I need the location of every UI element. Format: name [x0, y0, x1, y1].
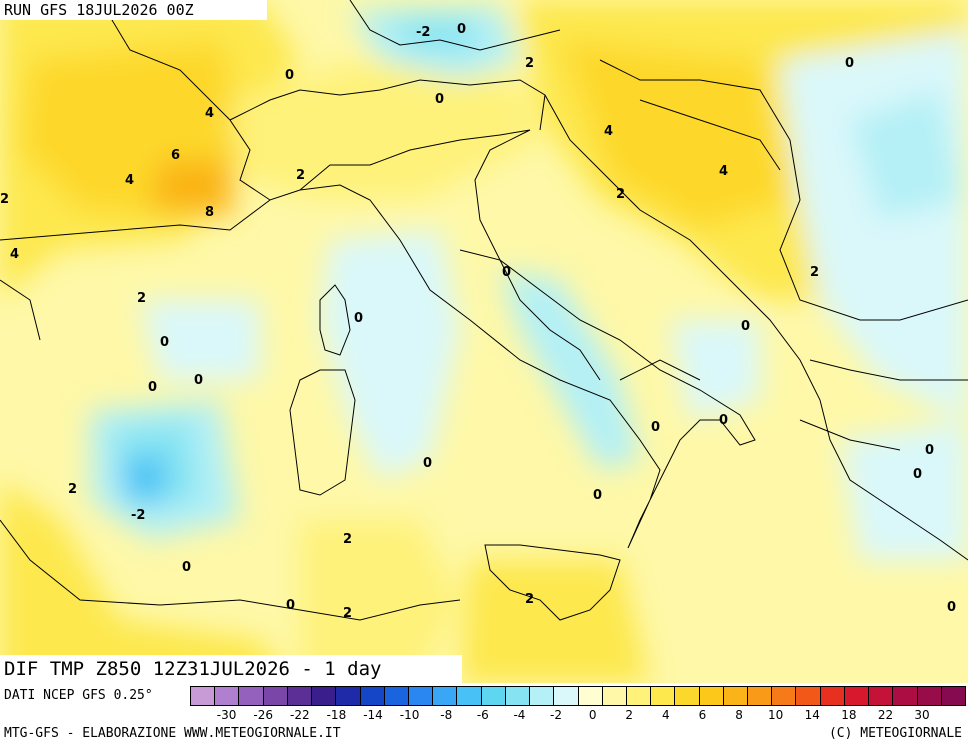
legend-swatch — [941, 687, 965, 705]
legend-swatch — [578, 687, 603, 705]
legend-tick-label: 22 — [877, 708, 894, 722]
legend-tick-label: 2 — [625, 708, 634, 722]
contour-label: 0 — [182, 560, 191, 575]
contour-label: 0 — [285, 68, 294, 83]
contour-label: 2 — [0, 192, 9, 207]
contour-label: 8 — [205, 205, 214, 220]
legend-swatch — [191, 687, 216, 705]
contour-label: 4 — [10, 247, 19, 262]
contour-label: 0 — [194, 373, 203, 388]
legend-swatch — [360, 687, 385, 705]
legend-tick-label: -4 — [513, 708, 526, 722]
contour-label: 0 — [651, 420, 660, 435]
temperature-anomaly-map: -2 0 2 0 0 4 6 4 8 2 2 4 0 4 2 4 2 2 0 0… — [0, 0, 968, 683]
legend-ticks: -30 -26 -22 -18 -14 -10 -8 -6 -4 -2 0 2 4 6 8 10 14 18 22 3… — [190, 708, 966, 724]
run-label: RUN GFS 18JUL2026 00Z — [0, 0, 267, 20]
contour-label: 2 — [525, 56, 534, 71]
legend-swatch — [869, 687, 894, 705]
legend-tick-label: -26 — [253, 708, 274, 722]
contour-label: 0 — [160, 335, 169, 350]
legend-swatch — [844, 687, 870, 705]
legend-swatch — [530, 687, 555, 705]
contour-label: 4 — [125, 173, 134, 188]
legend-tick-label: 8 — [735, 708, 743, 722]
legend-tick-label: -10 — [399, 708, 420, 722]
legend-swatch — [796, 687, 821, 705]
contour-label: 2 — [525, 592, 534, 607]
legend-swatch — [893, 687, 918, 705]
legend-swatch — [699, 687, 724, 705]
legend-swatch — [239, 687, 264, 705]
legend-tick-label: -30 — [216, 708, 237, 722]
legend-swatch — [312, 687, 337, 705]
contour-label: 0 — [286, 598, 295, 613]
legend-swatch — [287, 687, 313, 705]
contour-label: -2 — [416, 25, 430, 40]
legend-swatch — [215, 687, 240, 705]
contour-label: 0 — [354, 311, 363, 326]
legend-tick-label: -6 — [476, 708, 489, 722]
legend-swatch — [433, 687, 458, 705]
legend-swatch — [554, 687, 579, 705]
legend-tick-label: 6 — [698, 708, 707, 722]
legend-swatch — [505, 687, 531, 705]
contour-label: 2 — [616, 187, 625, 202]
contour-label: 0 — [947, 600, 956, 615]
contour-label: 4 — [205, 106, 214, 121]
contour-label: 4 — [719, 164, 728, 179]
legend-tick-label: -2 — [550, 708, 563, 722]
contour-label: 2 — [810, 265, 819, 280]
legend-swatch — [917, 687, 942, 705]
contour-label: 0 — [435, 92, 444, 107]
legend-tick-label: -18 — [326, 708, 347, 722]
contour-label: 0 — [593, 488, 602, 503]
legend-tick-label: 10 — [768, 708, 784, 722]
legend-tick-label: 18 — [841, 708, 857, 722]
legend-swatch — [602, 687, 627, 705]
credit-right: (C) METEOGIORNALE — [828, 726, 962, 741]
contour-label: 2 — [68, 482, 77, 497]
color-legend — [190, 686, 966, 706]
contour-label: 0 — [423, 456, 432, 471]
contour-label: -2 — [131, 508, 145, 523]
legend-swatch — [336, 687, 361, 705]
legend-swatch — [408, 687, 434, 705]
legend-swatch — [772, 687, 797, 705]
legend-swatch — [820, 687, 845, 705]
legend-tick-label: 14 — [804, 708, 820, 722]
contour-label: 0 — [741, 319, 750, 334]
contour-label: 0 — [913, 467, 922, 482]
contour-label: 0 — [457, 22, 466, 37]
legend-swatch — [384, 687, 409, 705]
legend-swatch — [457, 687, 482, 705]
legend-swatch — [651, 687, 676, 705]
legend-swatch — [675, 687, 700, 705]
contour-label: 0 — [148, 380, 157, 395]
contour-label: 2 — [343, 606, 352, 621]
credit-left: MTG-GFS - ELABORAZIONE WWW.METEOGIORNALE… — [4, 726, 341, 741]
contour-label: 6 — [171, 148, 180, 163]
legend-swatch — [481, 687, 506, 705]
contour-label: 0 — [719, 413, 728, 428]
contour-label: 0 — [925, 443, 934, 458]
legend-swatch — [748, 687, 773, 705]
legend-tick-label: -8 — [440, 708, 453, 722]
legend-swatch — [263, 687, 288, 705]
contour-label: 0 — [845, 56, 854, 71]
map-title: DIF TMP Z850 12Z31JUL2026 - 1 day — [0, 655, 462, 683]
legend-tick-label: 4 — [662, 708, 670, 722]
contour-label: 0 — [502, 265, 511, 280]
contour-label: 2 — [137, 291, 146, 306]
legend-tick-label: 0 — [588, 708, 597, 722]
legend-swatch — [626, 687, 652, 705]
source-label: DATI NCEP GFS 0.25° — [4, 688, 153, 703]
legend-tick-label: -14 — [363, 708, 383, 722]
contour-label: 2 — [343, 532, 352, 547]
legend-tick-label: -22 — [289, 708, 310, 722]
contour-label: 4 — [604, 124, 613, 139]
contour-label: 2 — [296, 168, 305, 183]
legend-swatch — [723, 687, 749, 705]
legend-tick-label: 30 — [914, 708, 930, 722]
